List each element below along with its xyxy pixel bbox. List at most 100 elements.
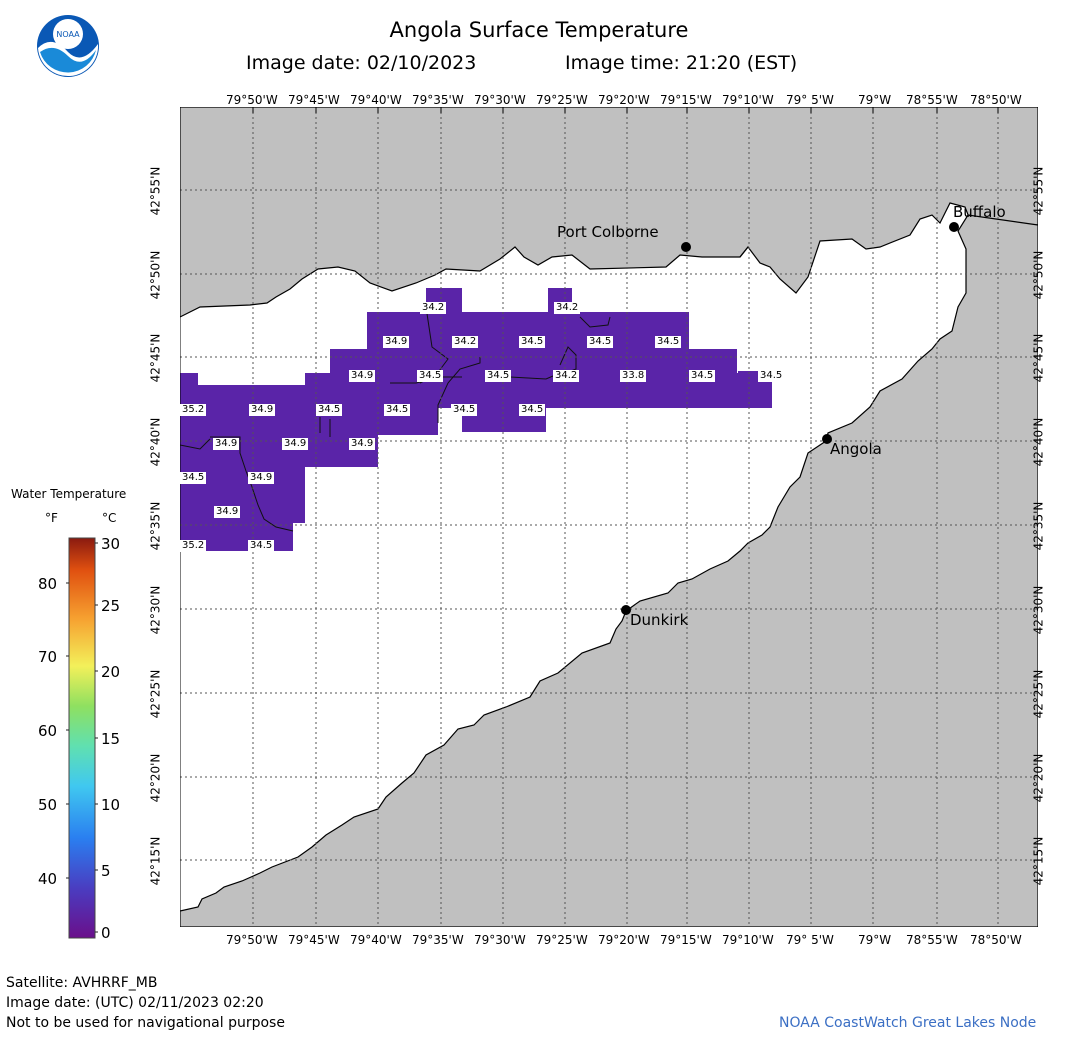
footer-utc-date: Image date: (UTC) 02/11/2023 02:20 xyxy=(6,995,264,1011)
footer-satellite: Satellite: AVHRRF_MB xyxy=(6,975,158,991)
lon-label-bottom: 79°15'W xyxy=(660,933,712,947)
temp-label: 34.2 xyxy=(452,336,479,348)
lon-label-bottom: 79°40'W xyxy=(350,933,402,947)
lon-label-top: 79°50'W xyxy=(226,93,278,107)
north-shore-land xyxy=(180,107,1038,318)
legend-c-tick: 25 xyxy=(101,597,121,615)
lat-label-left: 42°45'N xyxy=(148,333,163,383)
legend-unit-c: °C xyxy=(102,511,117,525)
lon-label-top: 79°15'W xyxy=(660,93,712,107)
temp-label: 34.5 xyxy=(587,336,614,348)
map-frame: Port Colborne Buffalo Angola Dunkirk 34.… xyxy=(180,107,1038,927)
lat-label-left: 42°40'N xyxy=(148,417,163,467)
temp-label: 35.2 xyxy=(180,540,207,552)
lon-label-bottom: 79°50'W xyxy=(226,933,278,947)
lon-label-top: 79°W xyxy=(858,93,892,107)
temp-label: 34.5 xyxy=(655,336,682,348)
temp-label: 34.9 xyxy=(213,438,240,450)
lat-label-right: 42°40'N xyxy=(1031,417,1046,467)
temp-label: 34.5 xyxy=(316,404,343,416)
temp-label: 34.5 xyxy=(485,370,512,382)
image-time: Image time: 21:20 (EST) xyxy=(565,52,798,74)
city-label-angola: Angola xyxy=(830,440,882,458)
lon-label-bottom: 78°50'W xyxy=(970,933,1022,947)
lat-label-right: 42°45'N xyxy=(1031,333,1046,383)
lat-label-left: 42°20'N xyxy=(148,753,163,803)
legend-f-tick: 60 xyxy=(38,722,58,740)
city-label-port-colborne: Port Colborne xyxy=(557,223,659,241)
lon-label-top: 79°30'W xyxy=(474,93,526,107)
legend-c-tick: 10 xyxy=(101,796,121,814)
lon-label-bottom: 79° 5'W xyxy=(786,933,834,947)
lat-label-left: 42°50'N xyxy=(148,250,163,300)
temp-label: 35.2 xyxy=(180,404,207,416)
legend-f-tick: 50 xyxy=(38,796,58,814)
temp-label: 34.2 xyxy=(554,302,581,314)
port-colborne-marker xyxy=(681,242,691,252)
legend-c-tick: 15 xyxy=(101,730,121,748)
lon-label-top: 79°40'W xyxy=(350,93,402,107)
legend-f-tick: 80 xyxy=(38,575,58,593)
south-shore-land xyxy=(180,214,1038,927)
temp-label: 34.5 xyxy=(758,370,785,382)
lon-label-bottom: 79°30'W xyxy=(474,933,526,947)
temp-label: 34.9 xyxy=(248,472,275,484)
lon-label-bottom: 79°35'W xyxy=(412,933,464,947)
legend-f-tick: 70 xyxy=(38,648,58,666)
lat-label-right: 42°25'N xyxy=(1031,669,1046,719)
temp-label: 34.5 xyxy=(384,404,411,416)
temp-label: 34.5 xyxy=(519,336,546,348)
lon-label-top: 78°55'W xyxy=(906,93,958,107)
temp-label: 34.2 xyxy=(553,370,580,382)
lon-label-bottom: 79°45'W xyxy=(288,933,340,947)
lon-label-bottom: 79°20'W xyxy=(598,933,650,947)
temp-label: 34.9 xyxy=(349,438,376,450)
legend-c-tick: 20 xyxy=(101,663,121,681)
lat-label-left: 42°30'N xyxy=(148,585,163,635)
city-label-buffalo: Buffalo xyxy=(953,203,1006,221)
lon-label-top: 79°20'W xyxy=(598,93,650,107)
legend-c-tick: 0 xyxy=(101,924,111,942)
legend-unit-f: °F xyxy=(45,511,58,525)
lat-label-right: 42°55'N xyxy=(1031,166,1046,216)
lon-label-bottom: 79°W xyxy=(858,933,892,947)
axis-ticks xyxy=(252,107,999,113)
lon-label-top: 78°50'W xyxy=(970,93,1022,107)
lat-label-right: 42°35'N xyxy=(1031,501,1046,551)
lon-label-top: 79°25'W xyxy=(536,93,588,107)
dunkirk-marker xyxy=(621,605,631,615)
lon-label-bottom: 79°10'W xyxy=(722,933,774,947)
temp-label: 34.2 xyxy=(420,302,447,314)
angola-marker xyxy=(822,434,832,444)
lat-label-left: 42°55'N xyxy=(148,166,163,216)
legend-f-tick: 40 xyxy=(38,870,58,888)
temp-label: 34.9 xyxy=(282,438,309,450)
lat-label-left: 42°35'N xyxy=(148,501,163,551)
footer-credit: NOAA CoastWatch Great Lakes Node xyxy=(779,1015,1037,1031)
legend-c-tick: 30 xyxy=(101,535,121,553)
lon-label-top: 79°35'W xyxy=(412,93,464,107)
temp-label: 34.9 xyxy=(249,404,276,416)
temp-label: 34.5 xyxy=(417,370,444,382)
temp-label: 34.9 xyxy=(383,336,410,348)
footer-disclaimer: Not to be used for navigational purpose xyxy=(6,1015,285,1031)
lon-label-bottom: 78°55'W xyxy=(906,933,958,947)
lat-label-right: 42°50'N xyxy=(1031,250,1046,300)
lat-label-right: 42°20'N xyxy=(1031,753,1046,803)
temp-label: 34.9 xyxy=(349,370,376,382)
lat-label-right: 42°15'N xyxy=(1031,836,1046,886)
lon-label-top: 79°45'W xyxy=(288,93,340,107)
lat-label-right: 42°30'N xyxy=(1031,585,1046,635)
temp-label: 34.5 xyxy=(248,540,275,552)
legend-c-tick: 5 xyxy=(101,862,111,880)
page-title: Angola Surface Temperature xyxy=(389,18,689,42)
lon-label-top: 79° 5'W xyxy=(786,93,834,107)
temp-label: 34.5 xyxy=(689,370,716,382)
lat-label-left: 42°15'N xyxy=(148,836,163,886)
temp-label: 34.5 xyxy=(519,404,546,416)
image-date: Image date: 02/10/2023 xyxy=(246,52,477,74)
noaa-logo-text: NOAA xyxy=(56,30,80,39)
noaa-logo: NOAA xyxy=(36,14,100,82)
niagara-inlet xyxy=(739,246,749,258)
lat-label-left: 42°25'N xyxy=(148,669,163,719)
